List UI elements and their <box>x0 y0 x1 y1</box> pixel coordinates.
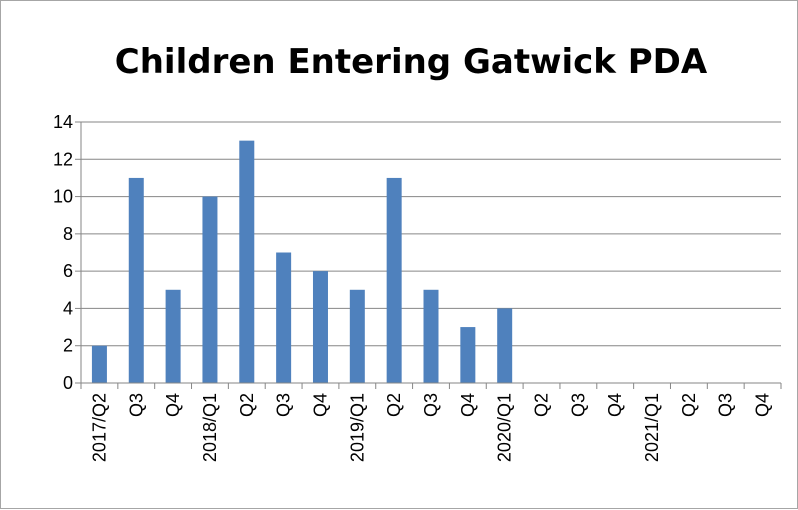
x-tick-label: Q2 <box>237 393 257 417</box>
bar <box>497 308 513 383</box>
x-tick-labels: 2017/Q2 Q3 Q4 2018/Q1 Q2 Q3 Q4 2019/Q1 Q2 Q3 Q4 202… <box>89 393 772 462</box>
x-tick-label: 2019/Q1 <box>347 393 367 462</box>
x-tick-label: Q4 <box>753 393 773 417</box>
y-tick-label: 14 <box>53 112 73 132</box>
x-tick-label: Q4 <box>163 393 183 417</box>
axes <box>75 121 782 389</box>
bar <box>349 289 365 383</box>
chart-title: Children Entering Gatwick PDA <box>115 42 708 82</box>
x-tick-label: 2021/Q1 <box>642 393 662 462</box>
y-tick-label: 8 <box>63 224 73 244</box>
x-tick-label: Q3 <box>421 393 441 417</box>
bar <box>386 177 402 383</box>
y-tick-label: 12 <box>53 149 73 169</box>
x-tick-label: Q2 <box>532 393 552 417</box>
x-tick-label: Q4 <box>605 393 625 417</box>
y-tick-label: 0 <box>63 373 73 393</box>
gridlines <box>81 121 781 347</box>
x-tick-label: Q4 <box>310 393 330 417</box>
y-tick-label: 6 <box>63 261 73 281</box>
bar <box>423 289 439 383</box>
x-tick-label: 2018/Q1 <box>200 393 220 462</box>
x-tick-label: 2020/Q1 <box>495 393 515 462</box>
y-tick-label: 2 <box>63 336 73 356</box>
bar <box>276 252 292 383</box>
x-tick-label: Q3 <box>274 393 294 417</box>
x-tick-label: Q3 <box>568 393 588 417</box>
bar <box>165 289 181 383</box>
bar <box>460 327 476 383</box>
bar <box>91 345 107 383</box>
x-tick-label: Q3 <box>716 393 736 417</box>
y-tick-labels: 0 2 4 6 8 10 12 14 <box>53 112 73 393</box>
bar <box>202 196 218 383</box>
x-tick-label: Q4 <box>458 393 478 417</box>
bar <box>312 271 328 383</box>
x-tick-label: 2017/Q2 <box>89 393 109 462</box>
y-tick-label: 4 <box>63 298 73 318</box>
bar <box>128 177 144 383</box>
x-tick-label: Q3 <box>126 393 146 417</box>
y-tick-label: 10 <box>53 187 73 207</box>
x-tick-label: Q2 <box>679 393 699 417</box>
bar <box>239 140 255 383</box>
bars <box>91 140 513 383</box>
x-tick-label: Q2 <box>384 393 404 417</box>
